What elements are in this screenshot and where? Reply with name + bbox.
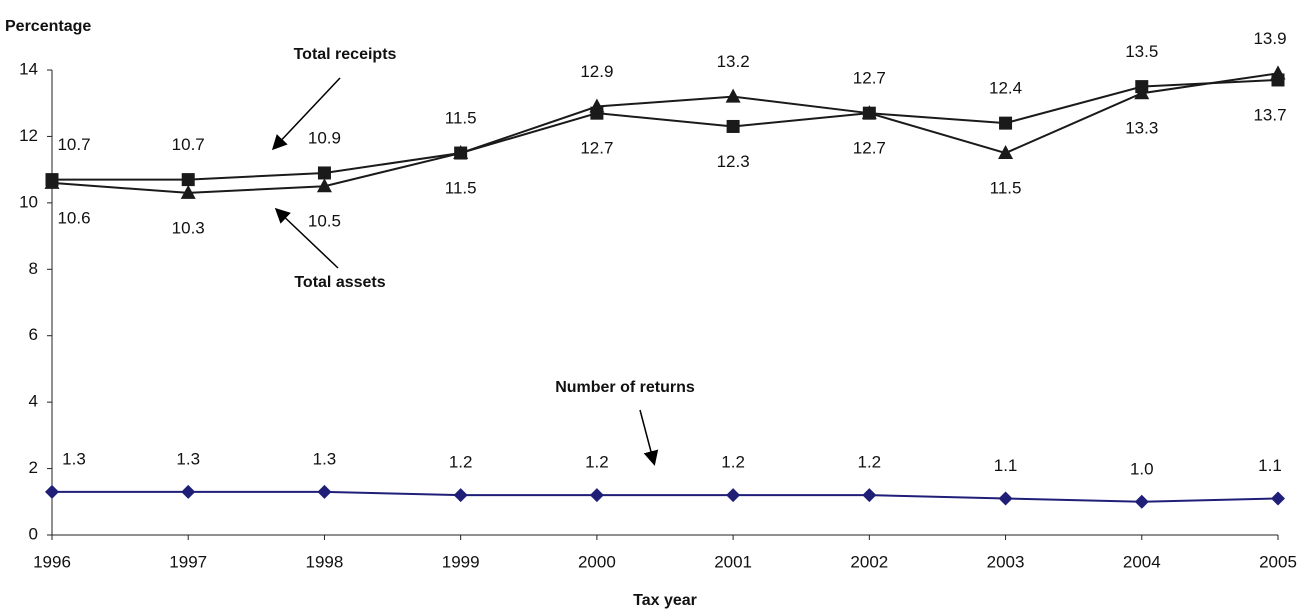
y-tick-label: 4 — [29, 392, 38, 411]
data-label: 1.3 — [176, 449, 200, 468]
data-label: 13.3 — [1125, 119, 1158, 138]
annotation-arrow — [274, 207, 339, 269]
y-tick-label: 6 — [29, 325, 38, 344]
y-tick-label: 2 — [29, 458, 38, 477]
marker — [861, 105, 877, 120]
y-tick-label: 14 — [19, 59, 38, 78]
data-label: 13.5 — [1125, 42, 1158, 61]
annotation: Total assets — [294, 274, 385, 291]
data-label: 10.7 — [172, 135, 205, 154]
marker — [453, 145, 469, 160]
annotation-arrow — [639, 409, 659, 466]
y-tick-label: 10 — [19, 192, 38, 211]
data-label: 10.3 — [172, 218, 205, 237]
marker — [999, 116, 1013, 130]
x-tick-label: 1996 — [33, 552, 71, 571]
marker — [589, 488, 604, 503]
data-label: 11.5 — [445, 109, 477, 128]
x-tick-label: 2001 — [714, 552, 752, 571]
data-label: 10.5 — [308, 212, 341, 231]
data-label: 1.0 — [1130, 459, 1154, 478]
marker — [181, 484, 196, 499]
x-tick-label: 1999 — [442, 552, 480, 571]
data-label: 1.1 — [994, 456, 1018, 475]
marker — [862, 488, 877, 503]
marker — [725, 88, 741, 103]
data-label: 12.3 — [717, 152, 750, 171]
data-label: 12.7 — [853, 69, 886, 88]
marker — [589, 98, 605, 113]
data-label: 12.4 — [989, 79, 1022, 98]
marker — [1134, 85, 1150, 100]
line — [51, 72, 1279, 194]
data-label: 13.2 — [717, 52, 750, 71]
marker — [45, 484, 59, 499]
data-label: 1.2 — [858, 453, 882, 472]
data-label: 12.7 — [580, 139, 613, 158]
marker — [317, 166, 331, 180]
marker — [316, 178, 332, 193]
data-label: 1.2 — [721, 453, 745, 472]
data-label: 11.5 — [445, 179, 477, 198]
annotation: Number of returns — [555, 379, 695, 396]
x-tick-label: 2000 — [578, 552, 616, 571]
annotation-arrow — [271, 77, 341, 151]
x-tick-label: 2004 — [1123, 552, 1161, 571]
marker — [44, 174, 60, 189]
data-label: 12.7 — [853, 139, 886, 158]
data-label: 10.7 — [57, 135, 90, 154]
line — [52, 78, 1279, 181]
x-tick-label: 1997 — [169, 552, 207, 571]
marker — [180, 184, 196, 199]
data-label: 1.3 — [313, 449, 337, 468]
line — [52, 490, 1279, 503]
y-tick-label: 8 — [29, 259, 38, 278]
y-tick-label: 0 — [29, 524, 38, 543]
marker — [726, 119, 740, 133]
marker — [1270, 65, 1286, 80]
x-tick-label: 2003 — [987, 552, 1025, 571]
data-label: 10.6 — [57, 208, 90, 227]
y-tick-label: 12 — [19, 126, 38, 145]
data-label: 1.2 — [585, 453, 609, 472]
x-axis-title: Tax year — [633, 592, 697, 609]
marker — [998, 491, 1013, 506]
data-label: 12.9 — [580, 62, 613, 81]
marker — [1134, 494, 1149, 509]
annotation: Total receipts — [294, 46, 397, 63]
data-label: 1.3 — [62, 449, 86, 468]
marker — [998, 145, 1014, 160]
data-label: 10.9 — [308, 128, 341, 147]
data-label: 1.2 — [449, 453, 473, 472]
x-tick-label: 2002 — [850, 552, 888, 571]
data-label: 11.5 — [990, 179, 1022, 198]
x-tick-label: 2005 — [1259, 552, 1297, 571]
data-label: 13.7 — [1253, 105, 1286, 124]
marker — [317, 484, 332, 499]
x-tick-label: 1998 — [306, 552, 344, 571]
marker — [181, 173, 195, 187]
marker — [726, 488, 741, 503]
marker — [1271, 491, 1285, 506]
marker — [453, 488, 468, 503]
data-label: 13.9 — [1253, 29, 1286, 48]
y-axis-title: Percentage — [5, 18, 91, 35]
data-label: 1.1 — [1258, 456, 1282, 475]
